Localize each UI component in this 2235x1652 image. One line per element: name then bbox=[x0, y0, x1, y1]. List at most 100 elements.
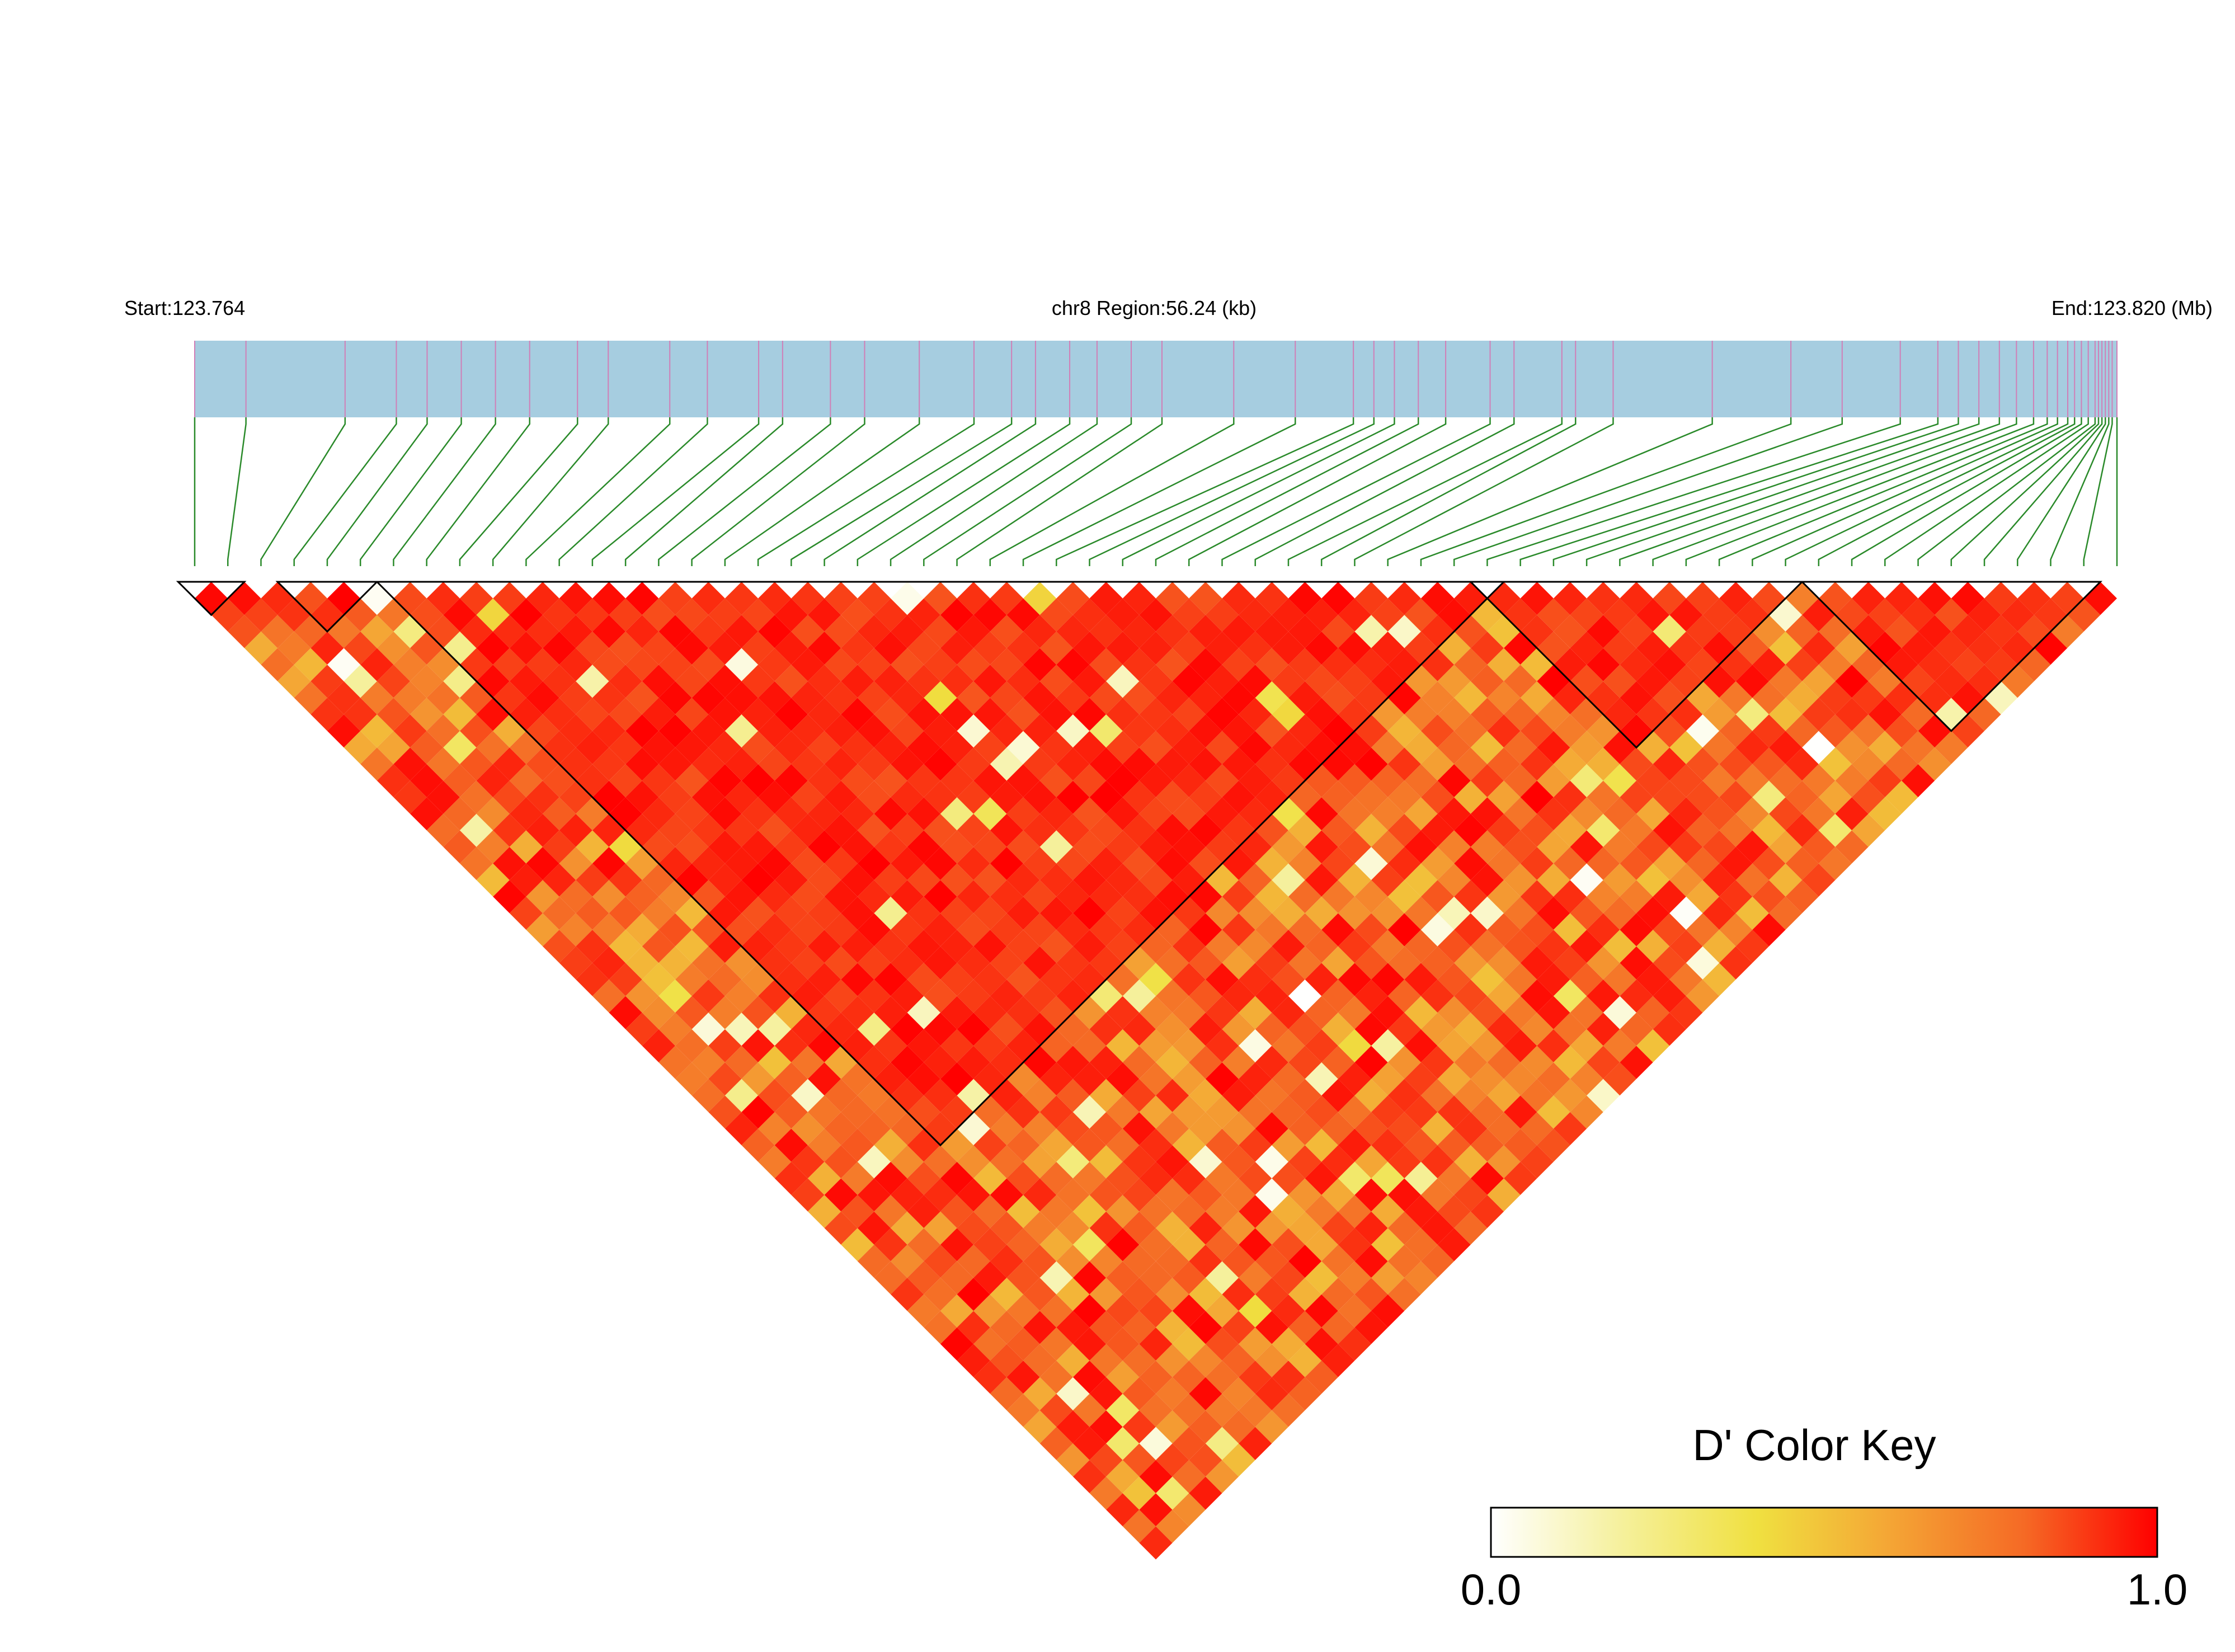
ld-cell bbox=[1354, 1079, 1388, 1112]
ld-cell bbox=[1487, 813, 1521, 847]
ld-cell bbox=[857, 913, 891, 947]
haplotype-block-outline bbox=[275, 581, 379, 633]
start-label: Start:123.764 bbox=[124, 296, 245, 319]
ld-cell bbox=[642, 764, 675, 798]
ld-cell bbox=[526, 615, 559, 648]
ld-cell bbox=[1354, 648, 1388, 681]
ld-cell bbox=[1918, 582, 1951, 615]
ld-cell bbox=[1205, 963, 1239, 996]
ld-cell bbox=[1205, 1228, 1239, 1262]
ld-cell bbox=[1686, 780, 1720, 814]
ld-cell bbox=[1222, 1046, 1255, 1079]
ld-cell bbox=[1039, 1327, 1073, 1361]
ld-cell bbox=[1387, 714, 1421, 748]
ld-cell bbox=[1735, 731, 1769, 764]
ld-cell bbox=[973, 863, 1007, 897]
ld-cell bbox=[1470, 665, 1504, 698]
ld-cell bbox=[1437, 963, 1471, 996]
ld-cell bbox=[1255, 1112, 1288, 1146]
ld-cell bbox=[857, 880, 891, 914]
ld-cell bbox=[1918, 747, 1951, 781]
ld-cell bbox=[874, 698, 907, 731]
ld-cell bbox=[1587, 648, 1620, 681]
ld-cell bbox=[1437, 1228, 1471, 1262]
ld-cell bbox=[592, 648, 626, 681]
ld-cell bbox=[1156, 1046, 1189, 1079]
ld-cell bbox=[1072, 1194, 1107, 1229]
ld-cell bbox=[708, 996, 742, 1029]
ld-cell bbox=[1387, 1112, 1421, 1146]
ld-cell bbox=[1735, 665, 1769, 698]
ld-cell bbox=[1537, 863, 1570, 897]
ld-cell bbox=[957, 979, 990, 1013]
ld-cell bbox=[791, 880, 825, 914]
ld-cell bbox=[1255, 648, 1288, 681]
ld-cell bbox=[1504, 731, 1537, 764]
ld-cell bbox=[1272, 830, 1305, 864]
ld-cell bbox=[1023, 1377, 1057, 1411]
ld-cell bbox=[824, 1211, 858, 1245]
snp-connector bbox=[1917, 417, 2096, 566]
ld-cell bbox=[1006, 598, 1040, 632]
ld-cell bbox=[741, 631, 775, 665]
ld-cell bbox=[1089, 1278, 1123, 1311]
ld-cell bbox=[1189, 615, 1222, 648]
ld-cell bbox=[1056, 615, 1090, 648]
ld-cell bbox=[807, 863, 841, 897]
ld-cell bbox=[973, 797, 1007, 831]
ld-cell bbox=[592, 780, 626, 814]
ld-cell bbox=[1122, 1079, 1156, 1112]
ld-cell bbox=[1504, 930, 1537, 963]
ld-cell bbox=[1454, 880, 1488, 914]
ld-cell bbox=[841, 1095, 874, 1129]
ld-cell bbox=[1752, 681, 1786, 714]
ld-cell bbox=[1122, 1278, 1156, 1311]
ld-cell bbox=[576, 731, 609, 764]
ld-cell bbox=[874, 1128, 907, 1162]
ld-cell bbox=[344, 731, 377, 764]
ld-cell bbox=[1255, 681, 1288, 714]
ld-cell bbox=[344, 631, 377, 665]
ld-cell bbox=[1868, 698, 1902, 731]
ld-cell bbox=[675, 930, 709, 963]
snp-ticks bbox=[194, 341, 2118, 417]
ld-cell bbox=[1420, 1046, 1455, 1079]
ld-cell bbox=[1072, 731, 1107, 764]
ld-cell bbox=[824, 648, 858, 681]
ld-cell bbox=[1537, 1029, 1570, 1062]
ld-cell bbox=[1420, 946, 1455, 980]
ld-cell bbox=[476, 731, 510, 764]
ld-cell bbox=[1354, 880, 1388, 914]
ld-cell bbox=[857, 1244, 891, 1278]
ld-cell bbox=[1802, 830, 1836, 864]
ld-cell bbox=[1239, 930, 1272, 963]
ld-cell bbox=[1189, 780, 1222, 814]
ld-cell bbox=[1537, 930, 1570, 963]
ld-cell bbox=[1172, 830, 1206, 864]
ld-cell bbox=[1785, 648, 1819, 681]
ld-cell bbox=[1587, 714, 1620, 748]
ld-cell bbox=[360, 681, 394, 714]
ld-cell bbox=[857, 846, 891, 881]
ld-cell bbox=[1968, 598, 2001, 632]
ld-cell bbox=[1072, 863, 1107, 897]
ld-cell bbox=[1006, 1294, 1040, 1328]
ld-cell bbox=[1719, 780, 1753, 814]
ld-cell bbox=[327, 681, 361, 714]
ld-cell bbox=[973, 1062, 1007, 1096]
ld-cell bbox=[724, 880, 759, 914]
ld-cell bbox=[1205, 797, 1239, 831]
ld-cell bbox=[1587, 747, 1620, 781]
ld-cell bbox=[1354, 780, 1388, 814]
ld-cell bbox=[1636, 963, 1670, 996]
ld-cell bbox=[907, 631, 940, 665]
ld-cell bbox=[1039, 665, 1073, 698]
snp-connector bbox=[227, 417, 247, 566]
ld-cell bbox=[1587, 1079, 1620, 1112]
ld-cell bbox=[1620, 1046, 1653, 1079]
ld-cell bbox=[1072, 1294, 1107, 1328]
ld-cell bbox=[1520, 1145, 1554, 1179]
ld-cell bbox=[675, 830, 709, 864]
ld-cell bbox=[625, 615, 659, 648]
ld-cell bbox=[1587, 582, 1620, 615]
